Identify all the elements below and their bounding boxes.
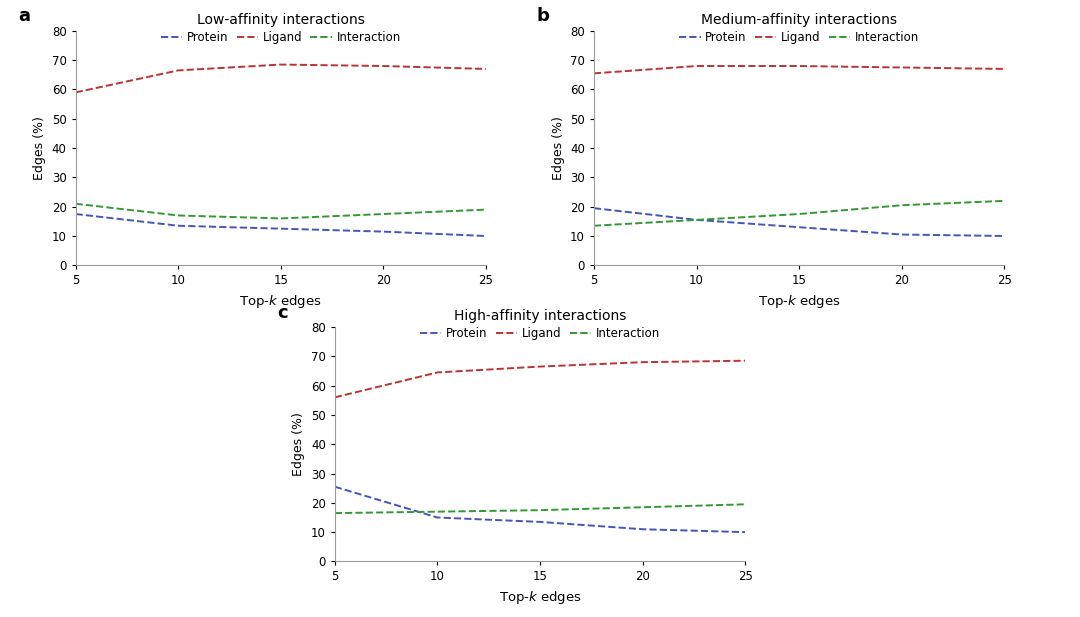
- Interaction: [739, 500, 752, 508]
- Legend: Protein, Ligand, Interaction: Protein, Ligand, Interaction: [420, 327, 660, 340]
- Ligand: [534, 363, 546, 370]
- Protein: [895, 231, 908, 238]
- Ligand: [377, 62, 390, 70]
- Interaction: [480, 206, 492, 213]
- Ligand: [274, 61, 287, 68]
- Interaction: [328, 510, 341, 517]
- Y-axis label: Edges (%): Edges (%): [293, 412, 306, 476]
- Protein: [534, 518, 546, 526]
- Title: High-affinity interactions: High-affinity interactions: [454, 309, 626, 323]
- Interaction: [274, 215, 287, 222]
- Interaction: [895, 202, 908, 209]
- Line: Ligand: Ligand: [76, 65, 486, 93]
- Line: Interaction: Interaction: [335, 504, 745, 513]
- Line: Protein: Protein: [76, 214, 486, 236]
- Protein: [793, 223, 806, 231]
- Line: Interaction: Interaction: [594, 201, 1004, 226]
- Ligand: [588, 70, 600, 77]
- Protein: [588, 204, 600, 212]
- Interaction: [636, 503, 649, 511]
- Line: Ligand: Ligand: [335, 361, 745, 397]
- Interaction: [690, 216, 703, 223]
- Protein: [431, 514, 444, 521]
- Protein: [274, 225, 287, 233]
- Ligand: [328, 394, 341, 401]
- Protein: [739, 528, 752, 536]
- X-axis label: Top-$k$ edges: Top-$k$ edges: [499, 589, 581, 606]
- Interaction: [998, 197, 1011, 205]
- Interaction: [431, 508, 444, 515]
- Ligand: [690, 62, 703, 70]
- Protein: [636, 526, 649, 533]
- Line: Ligand: Ligand: [594, 66, 1004, 73]
- Legend: Protein, Ligand, Interaction: Protein, Ligand, Interaction: [679, 31, 919, 44]
- Ligand: [636, 358, 649, 366]
- Protein: [690, 216, 703, 223]
- Protein: [377, 228, 390, 235]
- X-axis label: Top-$k$ edges: Top-$k$ edges: [240, 293, 322, 310]
- Ligand: [895, 64, 908, 71]
- Protein: [328, 483, 341, 491]
- Ligand: [480, 65, 492, 73]
- Interaction: [534, 507, 546, 514]
- Text: c: c: [278, 304, 288, 321]
- Legend: Protein, Ligand, Interaction: Protein, Ligand, Interaction: [161, 31, 401, 44]
- Interaction: [172, 212, 185, 219]
- Interaction: [588, 222, 600, 230]
- Protein: [172, 222, 185, 230]
- Line: Protein: Protein: [594, 208, 1004, 236]
- Title: Medium-affinity interactions: Medium-affinity interactions: [701, 13, 897, 27]
- Interaction: [377, 210, 390, 218]
- Text: b: b: [537, 7, 550, 25]
- Y-axis label: Edges (%): Edges (%): [33, 116, 46, 180]
- Text: a: a: [18, 7, 30, 25]
- Protein: [998, 233, 1011, 240]
- Ligand: [998, 65, 1011, 73]
- Protein: [69, 210, 82, 218]
- Line: Protein: Protein: [335, 487, 745, 532]
- Ligand: [793, 62, 806, 70]
- X-axis label: Top-$k$ edges: Top-$k$ edges: [758, 293, 840, 310]
- Protein: [480, 233, 492, 240]
- Interaction: [69, 200, 82, 207]
- Interaction: [793, 210, 806, 218]
- Line: Interaction: Interaction: [76, 204, 486, 218]
- Ligand: [69, 89, 82, 96]
- Y-axis label: Edges (%): Edges (%): [552, 116, 565, 180]
- Title: Low-affinity interactions: Low-affinity interactions: [197, 13, 365, 27]
- Ligand: [739, 357, 752, 365]
- Ligand: [172, 67, 185, 74]
- Ligand: [431, 369, 444, 376]
